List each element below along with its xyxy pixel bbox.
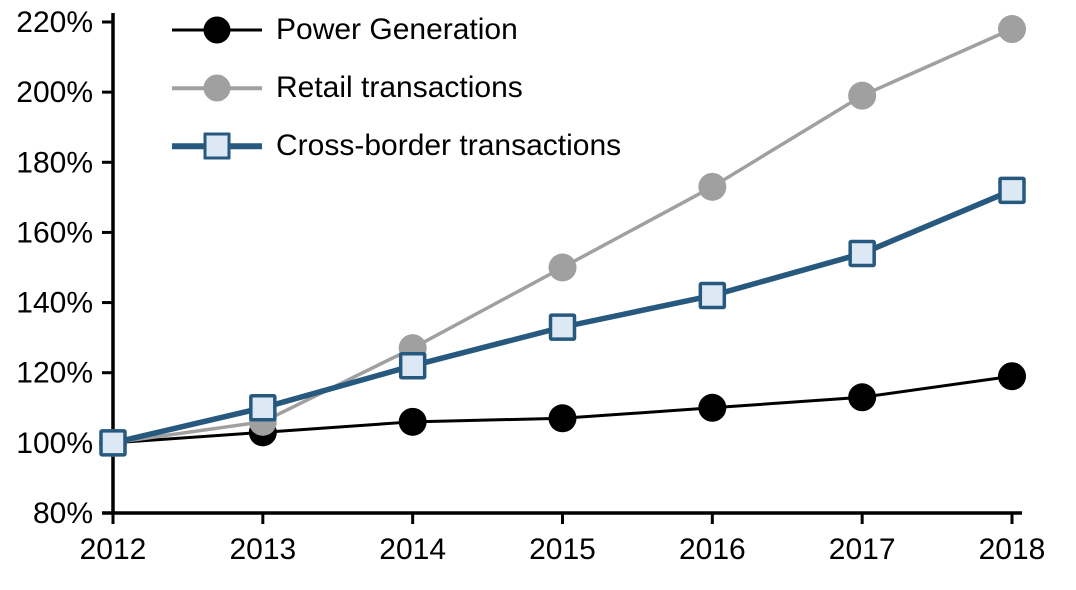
legend-swatch-power-generation bbox=[172, 12, 262, 48]
y-axis-tick-label: 220% bbox=[16, 6, 93, 39]
data-point-square bbox=[998, 176, 1026, 205]
y-axis-tick-label: 160% bbox=[16, 216, 93, 249]
legend-swatch-cross-border-transactions bbox=[172, 128, 262, 164]
data-point-circle bbox=[848, 383, 877, 412]
legend-item-cross-border-transactions: Cross-border transactions bbox=[172, 128, 621, 164]
y-axis-tick-label: 200% bbox=[16, 76, 93, 109]
x-axis-tick-label: 2018 bbox=[979, 533, 1046, 566]
black-circle-marker-icon bbox=[203, 16, 231, 44]
x-axis-tick-label: 2015 bbox=[529, 533, 596, 566]
x-axis-tick-label: 2013 bbox=[229, 533, 296, 566]
y-axis-tick-label: 100% bbox=[16, 427, 93, 460]
data-point-square bbox=[249, 394, 277, 422]
data-point-circle bbox=[548, 404, 577, 433]
data-point-square bbox=[548, 313, 577, 341]
legend: Power Generation Retail transactions Cro… bbox=[172, 12, 621, 186]
x-axis-tick-label: 2016 bbox=[679, 533, 746, 566]
data-point-square bbox=[848, 239, 876, 268]
legend-label-retail-transactions: Retail transactions bbox=[276, 71, 523, 104]
data-point-circle bbox=[398, 407, 427, 436]
data-point-circle bbox=[548, 253, 577, 282]
data-point-circle bbox=[698, 172, 727, 201]
blue-square-marker-icon bbox=[203, 132, 231, 160]
data-point-square bbox=[698, 281, 727, 310]
legend-swatch-retail-transactions bbox=[172, 70, 262, 106]
data-point-square bbox=[99, 429, 127, 457]
x-axis-tick-label: 2014 bbox=[379, 533, 446, 566]
x-axis-tick-label: 2017 bbox=[829, 533, 896, 566]
data-point-circle bbox=[848, 81, 877, 110]
data-point-circle bbox=[998, 15, 1026, 44]
legend-item-power-generation: Power Generation bbox=[172, 12, 621, 48]
legend-label-cross-border-transactions: Cross-border transactions bbox=[276, 129, 622, 162]
x-axis-tick-label: 2012 bbox=[80, 533, 147, 566]
data-point-square bbox=[398, 351, 427, 380]
data-point-circle bbox=[698, 393, 727, 422]
legend-label-power-generation: Power Generation bbox=[276, 13, 518, 46]
y-axis-tick-label: 180% bbox=[16, 146, 93, 179]
y-axis-tick-label: 140% bbox=[16, 287, 93, 320]
gray-circle-marker-icon bbox=[203, 74, 231, 102]
legend-item-retail-transactions: Retail transactions bbox=[172, 70, 621, 106]
y-axis-tick-label: 120% bbox=[16, 357, 93, 390]
y-axis-tick-label: 80% bbox=[33, 497, 93, 530]
data-point-circle bbox=[998, 362, 1026, 391]
